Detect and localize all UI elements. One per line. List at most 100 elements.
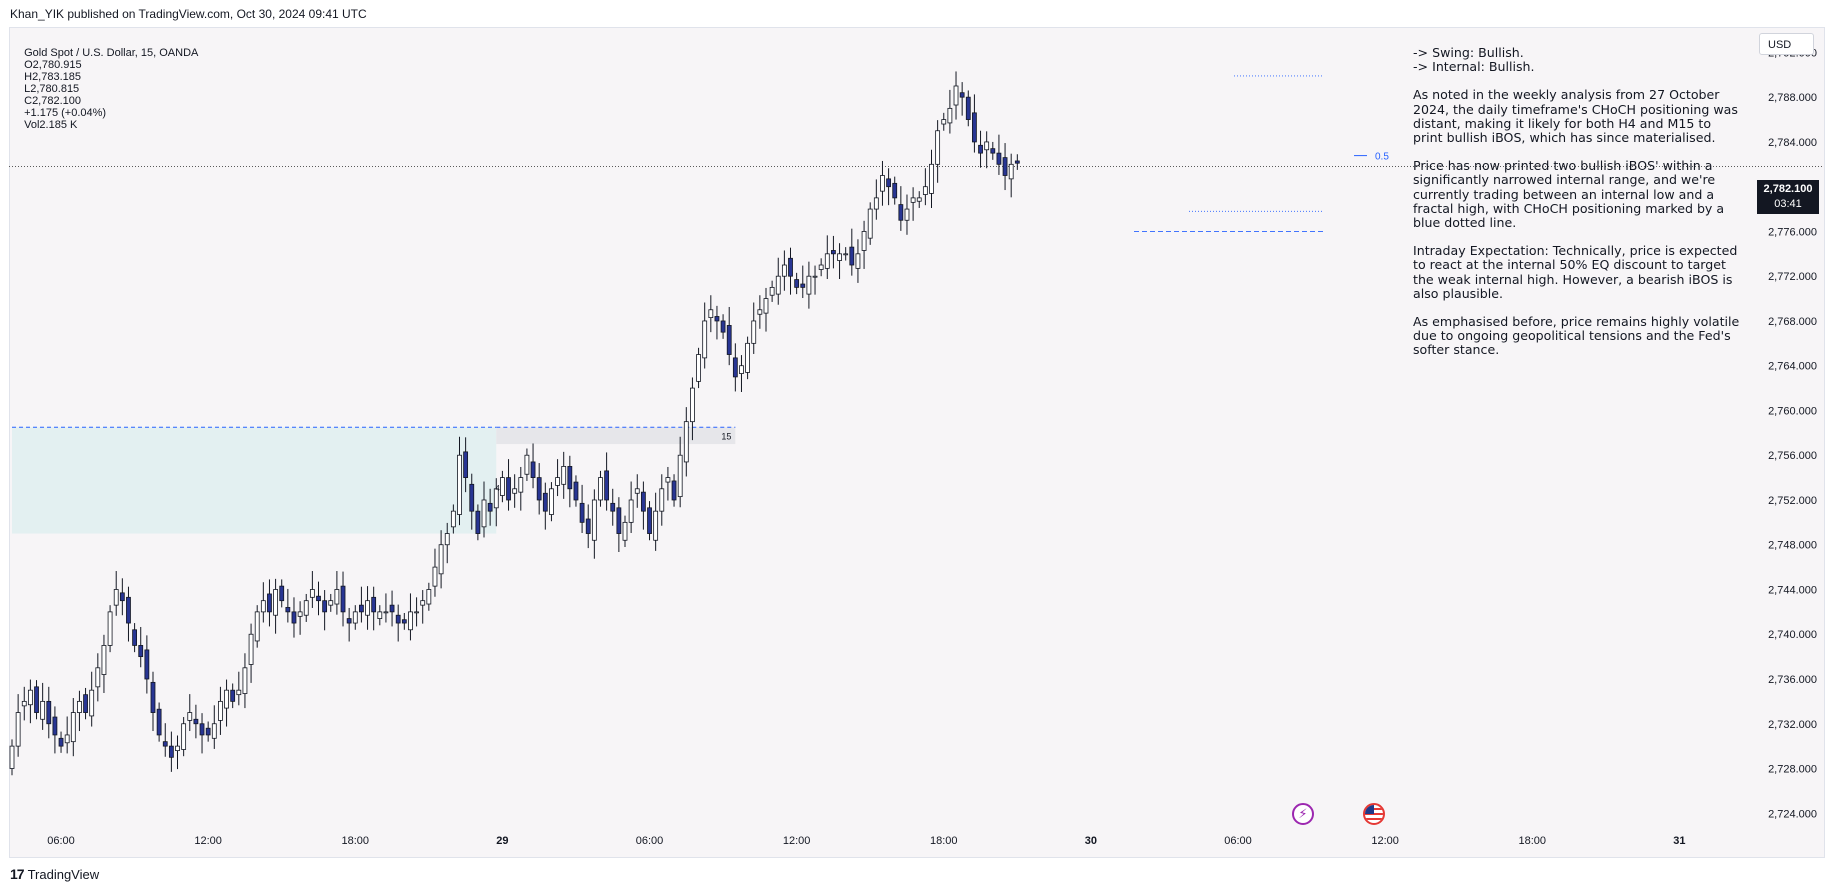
bear-candle: [610, 502, 616, 512]
x-tick-label: 06:00: [47, 835, 75, 847]
bull-candle: [444, 533, 450, 546]
bull-candle: [211, 723, 217, 739]
bull-candle: [524, 454, 530, 475]
bull-candle: [763, 298, 769, 314]
bull-candle: [383, 611, 389, 614]
bull-candle: [450, 510, 456, 528]
bear-candle: [536, 477, 542, 501]
bull-candle: [297, 611, 303, 617]
bull-candle: [855, 253, 861, 269]
bull-candle: [781, 264, 787, 277]
bull-candle: [242, 667, 248, 694]
bull-candle: [70, 712, 76, 743]
note-paragraph: As emphasised before, price remains high…: [1413, 314, 1740, 358]
bull-candle: [916, 197, 922, 202]
bear-candle: [1014, 160, 1020, 164]
bull-candle: [352, 611, 358, 624]
bull-candle: [873, 197, 879, 210]
bull-candle: [665, 477, 671, 483]
bear-candle: [83, 694, 88, 713]
eq-level-label: 0.5: [1375, 152, 1389, 163]
bear-candle: [150, 681, 156, 713]
bear-candle: [640, 491, 646, 512]
x-tick-label: 29: [496, 835, 508, 847]
bull-candle: [107, 611, 113, 646]
bear-candle: [487, 502, 493, 512]
tradingview-logo-icon: 17: [10, 866, 25, 882]
bear-candle: [616, 507, 622, 534]
bull-candle: [101, 645, 107, 675]
legend-low: L2,780.815: [24, 83, 80, 95]
x-tick-label: 12:00: [1371, 835, 1399, 847]
bull-candle: [910, 197, 916, 203]
bull-candle: [512, 488, 518, 494]
bull-candle: [260, 600, 266, 613]
legend-high: H2,783.185: [24, 71, 82, 83]
bear-candle: [996, 152, 1002, 165]
x-tick-label: 18:00: [1518, 835, 1546, 847]
y-tick-label: 2,752.000: [1768, 495, 1817, 507]
x-tick-label: 06:00: [1224, 835, 1252, 847]
bull-candle: [775, 275, 781, 295]
bull-candle: [947, 107, 953, 124]
bull-candle: [861, 231, 867, 251]
bull-candle: [690, 387, 695, 423]
y-tick-label: 2,740.000: [1768, 629, 1817, 641]
note-paragraph: Price has now printed two bullish iBOS' …: [1413, 158, 1725, 231]
bear-candle: [279, 585, 285, 602]
bear-candle: [1002, 157, 1008, 176]
bear-candle: [463, 451, 469, 479]
x-tick-label: 30: [1085, 835, 1097, 847]
legend-close: C2,782.100: [24, 95, 82, 107]
bull-candle: [935, 130, 941, 165]
y-tick-label: 2,748.000: [1768, 540, 1817, 552]
bear-candle: [530, 461, 536, 479]
bull-candle: [634, 488, 640, 494]
bull-candle: [904, 208, 910, 221]
bull-candle: [769, 286, 775, 296]
bull-candle: [757, 309, 763, 315]
bear-candle: [573, 481, 579, 501]
bull-candle: [518, 477, 524, 493]
bull-candle: [739, 365, 744, 374]
bull-candle: [696, 354, 701, 382]
bull-candle: [328, 600, 334, 606]
bull-candle: [555, 477, 560, 486]
currency-selector[interactable]: USD: [1759, 33, 1814, 55]
x-tick-label: 06:00: [636, 835, 664, 847]
y-tick-label: 2,772.000: [1768, 271, 1817, 283]
bull-candle: [824, 253, 830, 269]
swing-bias: -> Swing: Bullish.: [1413, 45, 1524, 60]
bear-candle: [647, 507, 652, 534]
flash-icon[interactable]: ⚡: [1292, 803, 1314, 825]
bull-candle: [929, 163, 934, 194]
bull-candle: [21, 700, 27, 707]
legend-symbol[interactable]: Gold Spot / U.S. Dollar, 15, OANDA: [24, 47, 199, 59]
bar-countdown: 03:41: [1774, 198, 1802, 210]
bear-candle: [138, 645, 144, 658]
bull-candle: [806, 275, 812, 295]
supply-zone: [496, 427, 736, 445]
bear-candle: [52, 716, 58, 736]
bull-candle: [95, 667, 101, 688]
bull-candle: [628, 499, 634, 523]
bear-candle: [205, 727, 211, 736]
bull-candle: [622, 521, 628, 541]
bear-candle: [168, 745, 174, 758]
bull-candle: [334, 589, 340, 605]
bear-candle: [831, 250, 836, 255]
us-flag-icon[interactable]: [1363, 803, 1385, 825]
bear-candle: [978, 144, 983, 154]
bear-candle: [567, 466, 573, 490]
y-tick-label: 2,760.000: [1768, 405, 1817, 417]
bull-candle: [493, 488, 499, 509]
last-price: 2,782.100: [1763, 183, 1813, 195]
bull-candle: [64, 734, 70, 744]
bull-candle: [181, 723, 187, 750]
bear-candle: [788, 257, 793, 277]
bear-candle: [126, 596, 131, 624]
tradingview-footer[interactable]: 17 TradingView: [10, 866, 99, 882]
bear-candle: [340, 585, 346, 613]
y-tick-label: 2,732.000: [1768, 719, 1817, 731]
bear-candle: [990, 148, 996, 154]
